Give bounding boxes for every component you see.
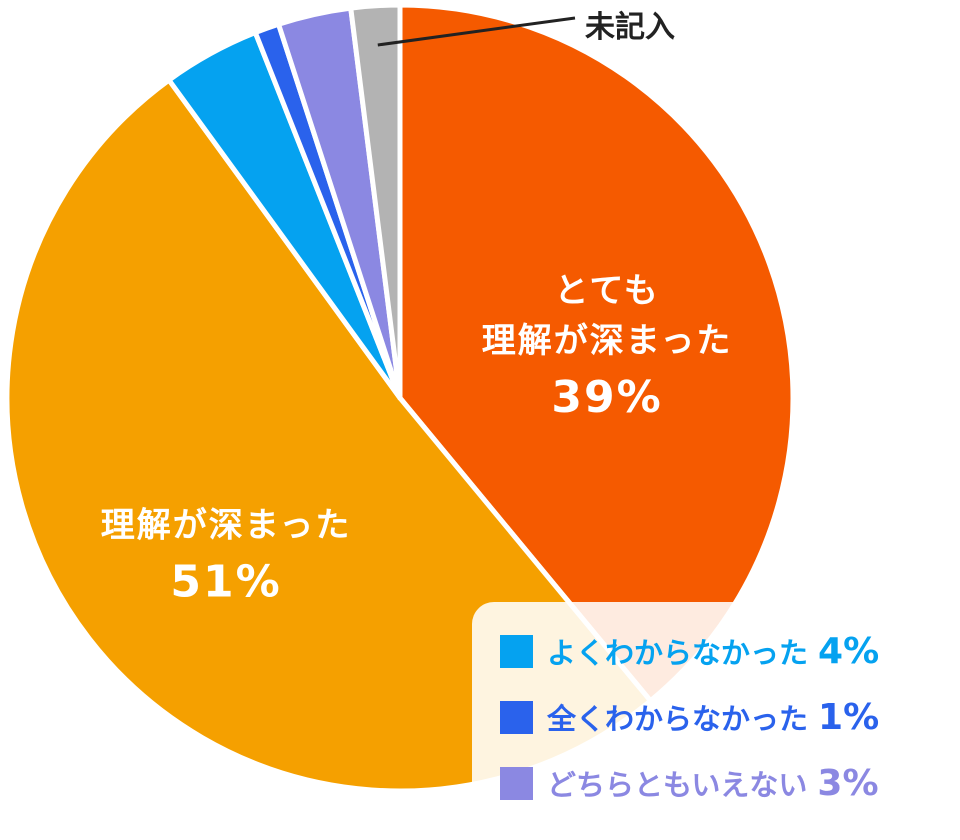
pie-slice [397,2,796,704]
callout-label: 未記入 [585,10,675,45]
legend: よくわからなかった 4% 全くわからなかった 1% どちらともいえない 3% [472,602,960,840]
callout-line [377,16,576,47]
legend-swatch [500,700,533,734]
legend-value: 1% [818,696,880,738]
slice-label: とても 理解が深まった 39% [482,267,733,429]
legend-value: 4% [818,630,880,672]
slice-label: 理解が深まった 51% [101,501,352,614]
legend-value: 3% [817,762,879,804]
legend-swatch [500,766,533,800]
slice-name: とても 理解が深まった [481,271,733,361]
legend-item: 全くわからなかった 1% [500,696,879,738]
legend-swatch [500,634,533,668]
slice-name: 理解が深まった [100,505,352,546]
legend-label: よくわからなかった [547,636,809,670]
slice-value: 39% [551,371,663,423]
legend-label: どちらともいえない [547,768,808,802]
slice-value: 51% [170,556,282,608]
legend-item: よくわからなかった 4% [500,630,879,672]
legend-item: どちらともいえない 3% [500,762,879,804]
pie-slice [348,2,403,401]
legend-label: 全くわからなかった [547,702,809,736]
